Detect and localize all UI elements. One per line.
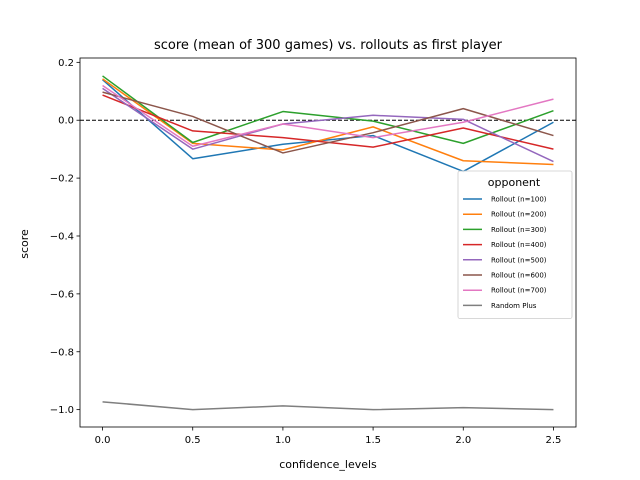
x-axis-label: confidence_levels: [279, 458, 377, 471]
legend-label-4: Rollout (n=500): [491, 256, 547, 264]
legend-label-5: Rollout (n=600): [491, 272, 547, 280]
y-axis-label: score: [18, 229, 31, 259]
y-tick-label: −1.0: [50, 405, 74, 416]
legend: opponent Rollout (n=100) Rollout (n=200) Ro…: [457, 170, 573, 320]
legend-label-1: Rollout (n=200): [491, 211, 547, 219]
series-line-1: [102, 78, 554, 166]
series-line-0: [102, 79, 554, 173]
legend-label-0: Rollout (n=100): [491, 196, 547, 204]
series-line-6: [102, 84, 554, 148]
legend-title: opponent: [488, 176, 541, 189]
y-tick-label: −0.4: [50, 231, 74, 242]
series-line-2: [102, 75, 554, 145]
series-line-4: [102, 87, 554, 163]
legend-label-3: Rollout (n=400): [491, 241, 547, 249]
chart-title: score (mean of 300 games) vs. rollouts a…: [154, 38, 503, 53]
series-line-5: [102, 91, 554, 154]
x-tick-label: 2.0: [455, 435, 471, 446]
x-tick-label: 0.0: [95, 435, 111, 446]
x-tick-label: 1.5: [365, 435, 381, 446]
x-tick-label: 1.0: [275, 435, 291, 446]
legend-label-2: Rollout (n=300): [491, 226, 547, 234]
series-line-7: [102, 401, 554, 411]
plot-area: 0.0 0.5 1.0 1.5 2.0 2.5 0.2 0.0 −0.2 −0.4 −0.6 −0.8…: [50, 57, 577, 446]
y-tick-label: −0.2: [50, 174, 74, 185]
legend-label-6: Rollout (n=700): [491, 287, 547, 295]
axes-frame: [79, 57, 577, 428]
legend-box: [457, 170, 573, 320]
y-tick-label: −0.8: [50, 347, 74, 358]
y-tick-label: 0.2: [58, 58, 74, 69]
y-tick-label: −0.6: [50, 289, 74, 300]
x-tick-label: 2.5: [546, 435, 562, 446]
y-tick-label: 0.0: [58, 116, 74, 127]
legend-label-7: Random Plus: [491, 302, 537, 310]
x-tick-label: 0.5: [185, 435, 201, 446]
